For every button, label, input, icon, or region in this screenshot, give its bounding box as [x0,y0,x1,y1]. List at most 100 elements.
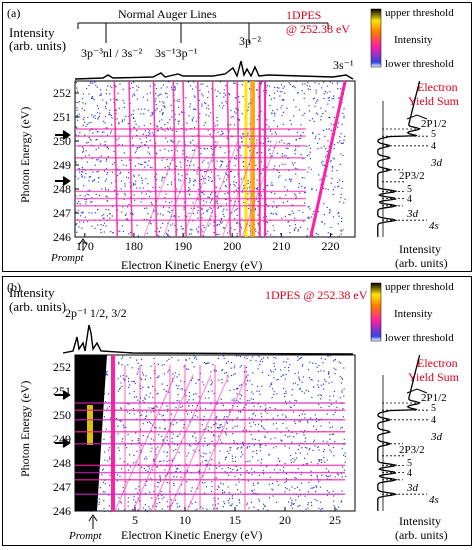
prompt-label-b: Prompt [68,530,103,542]
heatmap-dot [197,199,199,201]
heatmap-dot [105,101,107,103]
heatmap-dot [94,115,96,117]
heatmap-dot [232,115,234,118]
heatmap-dot [217,498,219,500]
colorbar-b [370,282,382,342]
heatmap-dot [237,387,239,389]
heatmap-dot [161,180,163,182]
heatmap-dot [136,373,138,375]
heatmap-dot [205,453,207,455]
heatmap-dot [109,109,111,111]
heatmap-dot [303,410,305,412]
heatmap-dot [190,207,192,209]
heatmap-dot [328,422,330,424]
heatmap-dot [318,174,320,176]
heatmap-dot [234,164,236,167]
heatmap-dot [81,158,83,160]
heatmap-dot [153,370,155,372]
heatmap-dot [149,421,151,423]
heatmap-dot [135,123,137,125]
heatmap-dot [162,440,164,442]
heatmap-dot [166,360,168,362]
heatmap-dot [293,85,295,87]
heatmap-dot [140,201,142,203]
heatmap-dot [301,185,303,187]
heatmap-dot [210,171,213,173]
heatmap-dot [295,106,297,108]
heatmap-dot [177,435,179,437]
heatmap-dot [276,152,278,154]
heatmap-dot [134,396,136,398]
heatmap-dot [327,355,329,357]
heatmap-dot [141,177,143,179]
heatmap-dot [293,99,295,101]
heatmap-dot [257,509,259,511]
heatmap-dot [165,201,167,203]
heatmap-dot [111,171,113,173]
heatmap-dot [164,420,166,422]
heatmap-dot [138,442,140,444]
heatmap-dot [304,446,307,449]
heatmap-dot [133,117,135,119]
heatmap-dot [149,139,151,141]
heatmap-dot [328,96,331,98]
heatmap-dot [118,122,120,124]
heatmap-dot [340,427,342,429]
heatmap-dot [82,150,84,152]
heatmap-dot [315,189,317,191]
heatmap-dot [85,125,87,127]
heatmap-dot [323,370,325,372]
heatmap-dot [342,142,344,144]
heatmap-dot [100,89,102,91]
heatmap-dot [288,129,290,131]
heatmap-dot [274,437,276,439]
heatmap-dot [174,88,176,90]
heatmap-dot [94,212,97,214]
heatmap-dot [253,444,255,446]
heatmap-dot [150,450,152,453]
heatmap-dot [331,165,333,168]
peak-label-3p2: 3p⁻² [239,34,261,48]
heatmap-dot [124,214,126,216]
heatmap-dot [106,370,108,372]
heatmap-dot [317,99,319,101]
heatmap-dot [155,454,157,456]
heatmap-dot [283,387,285,390]
heatmap-dot [317,211,319,213]
heatmap-dot [210,112,212,114]
heatmap-dot [76,87,78,89]
heatmap-dot [153,407,155,409]
heatmap-dot [202,456,204,458]
heatmap-dot [201,161,204,163]
heatmap-dot [336,83,339,85]
diagonal-streak [162,140,199,238]
heatmap-dot [313,425,315,427]
heatmap-dot [329,210,331,212]
heatmap-dot [341,490,343,492]
heatmap-dot [254,424,256,426]
heatmap-dot [227,361,229,363]
heatmap-dot [265,92,267,94]
heatmap-dot [171,437,173,440]
heatmap-dot [143,468,145,470]
heatmap-dot [290,459,292,461]
heatmap-dot [285,155,287,157]
heatmap-dot [122,356,124,358]
heatmap-dot [195,86,197,88]
heatmap-dot [222,210,224,212]
heatmap-dot [136,89,138,91]
heatmap-dot [294,228,296,230]
heatmap-dot [252,393,254,395]
auger-line [172,80,178,238]
heatmap-dot [309,361,311,363]
heatmap-dot [178,505,180,507]
heatmap-dot [209,201,211,203]
heatmap-dot [189,180,191,182]
heatmap-dot [326,206,328,209]
heatmap-dot [323,187,325,190]
heatmap-dot [286,488,288,490]
heatmap-dot [334,441,336,443]
heatmap-dot [109,474,111,476]
heatmap-dot [239,366,241,368]
heatmap-dot [340,197,342,199]
